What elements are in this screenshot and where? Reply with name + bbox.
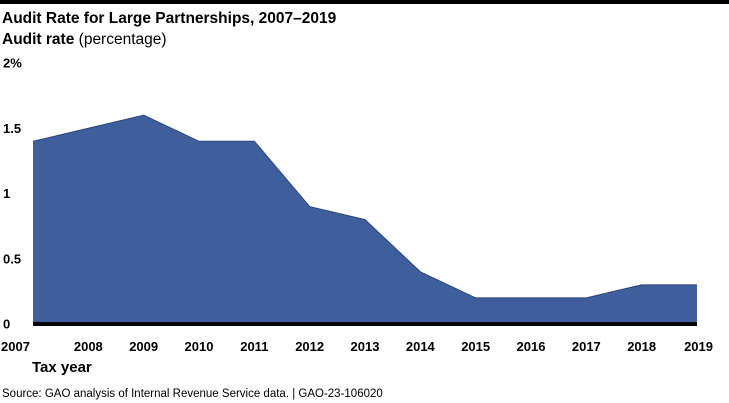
- x-tick-label: 2016: [517, 339, 546, 354]
- top-rule: [0, 0, 729, 4]
- data-area-outline: [32, 114, 697, 299]
- source-note: Source: GAO analysis of Internal Revenue…: [2, 388, 383, 400]
- x-tick-label: 2008: [74, 339, 103, 354]
- x-tick-label: 2010: [185, 339, 214, 354]
- y-tick-label: 1.5: [3, 121, 21, 136]
- y-tick-label: 1: [3, 186, 10, 201]
- x-axis-baseline: [33, 322, 697, 326]
- x-tick-label: 2007: [1, 339, 30, 354]
- y-axis-title: Audit rate (percentage): [2, 30, 167, 49]
- y-tick-label: 0.5: [3, 251, 21, 266]
- x-axis-label: Tax year: [32, 359, 92, 376]
- x-tick-label: 2014: [406, 339, 436, 354]
- y-axis-label: Audit rate: [2, 31, 75, 48]
- x-tick-label: 2017: [572, 339, 601, 354]
- chart-title: Audit Rate for Large Partnerships, 2007–…: [2, 10, 337, 27]
- x-tick-label: 2019: [684, 339, 713, 354]
- y-axis-unit: (percentage): [78, 31, 167, 48]
- x-tick-label: 2012: [295, 339, 324, 354]
- x-tick-label: 2013: [351, 339, 380, 354]
- x-tick-label: 2011: [240, 339, 268, 354]
- y-tick-label: 0: [3, 317, 10, 332]
- x-tick-label: 2009: [129, 339, 158, 354]
- x-tick-label: 2015: [461, 339, 490, 354]
- y-tick-label: 2%: [3, 56, 22, 71]
- x-tick-label: 2018: [627, 339, 656, 354]
